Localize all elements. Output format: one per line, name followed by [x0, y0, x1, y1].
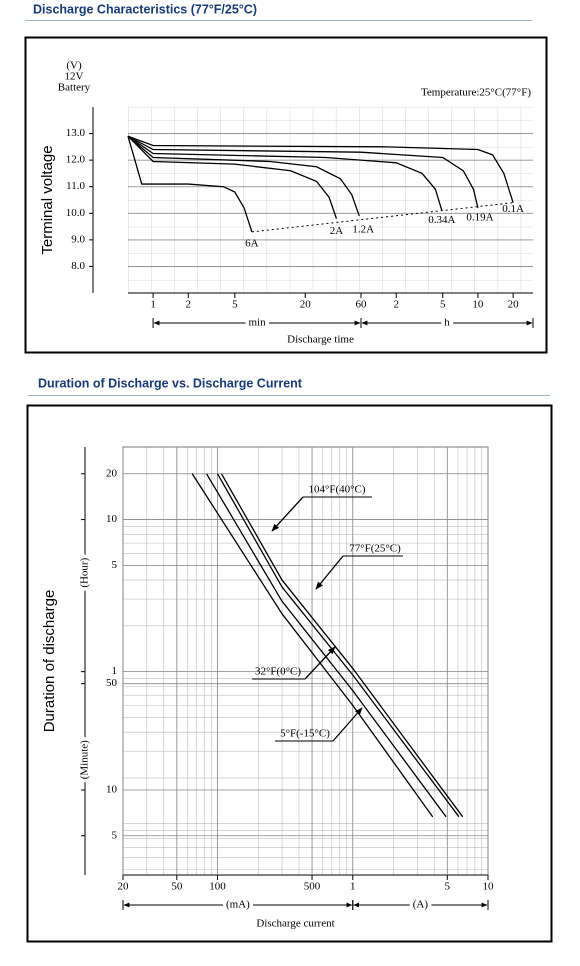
series-line	[127, 135, 360, 217]
y-unit: Battery	[58, 82, 91, 94]
unit-label: min	[248, 317, 266, 329]
x-tick-label: 2	[186, 299, 192, 311]
x-tick-label: 10	[483, 881, 495, 893]
section-title: Duration of Discharge vs. Discharge Curr…	[38, 376, 303, 390]
end-voltage-line	[251, 202, 514, 233]
y-tick-label: 20	[106, 467, 118, 479]
x-tick-label: 1	[150, 299, 156, 311]
unit-label: (A)	[413, 899, 429, 911]
label-bg	[409, 898, 432, 911]
unit-label: h	[444, 317, 450, 329]
label-bg	[79, 554, 91, 591]
series-label: 0.19A	[466, 212, 493, 224]
y-tick-label: 11.0	[66, 180, 85, 192]
series-label: 1.2A	[352, 223, 374, 235]
y-tick-label: 9.0	[71, 233, 85, 245]
x-tick-label: 50	[171, 881, 183, 893]
leader	[332, 707, 363, 742]
series-line	[216, 473, 460, 818]
chart-frame	[26, 404, 553, 943]
y-tick-label: 8.0	[71, 260, 85, 272]
unit-label: (mA)	[226, 899, 250, 911]
y-tick-label: 10	[106, 513, 118, 525]
y-tick-label: 10.0	[66, 207, 86, 219]
x-tick-label: 60	[356, 299, 368, 311]
series-line	[220, 473, 464, 818]
y-tick-label: 12.0	[66, 154, 86, 166]
x-tick-label: 500	[304, 881, 321, 893]
annotation: Temperature:25°C(77°F)	[421, 87, 531, 99]
y-tick-label: 13.0	[66, 127, 86, 139]
x-axis-title: Discharge current	[256, 918, 334, 930]
series-label: 77°F(25°C)	[349, 543, 401, 555]
leader	[315, 555, 344, 590]
label-bg	[79, 737, 91, 783]
series-line	[127, 135, 338, 219]
y-tick-label: 1	[112, 665, 118, 677]
series-label: 104°F(40°C)	[308, 484, 365, 496]
y-tick-label: 50	[106, 677, 118, 689]
x-axis-title: Discharge time	[287, 334, 354, 346]
y-axis-title: Terminal voltage	[39, 145, 56, 254]
x-tick-label: 2	[393, 299, 399, 311]
series-line	[191, 473, 434, 818]
series-label: 6A	[245, 237, 259, 249]
series-label: 2A	[330, 225, 344, 237]
x-tick-label: 100	[209, 881, 226, 893]
x-tick-label: 20	[118, 881, 130, 893]
y-unit: 12V	[65, 71, 84, 83]
y-axis-title: Duration of discharge	[41, 590, 58, 733]
y-tick-label: 10	[106, 784, 118, 796]
x-tick-label: 20	[300, 299, 312, 311]
series-label: 5°F(-15°C)	[280, 728, 330, 740]
series-label: 32°F(0°C)	[255, 666, 301, 678]
label-bg	[245, 316, 270, 329]
x-tick-label: 5	[232, 299, 238, 311]
leader	[271, 496, 304, 532]
x-tick-label: 1	[350, 881, 356, 893]
x-tick-label: 10	[472, 299, 484, 311]
y-tick-label: 5	[112, 559, 118, 571]
series-line	[127, 136, 253, 233]
series-line	[127, 135, 514, 203]
x-tick-label: 5	[440, 299, 446, 311]
label-bg	[441, 316, 454, 329]
y-tick-label: 5	[112, 829, 118, 841]
y-unit: (Minute)	[79, 740, 91, 779]
series-line	[127, 135, 479, 209]
section-title: Discharge Characteristics (77°F/25°C)	[33, 2, 257, 16]
y-unit: (V)	[66, 60, 82, 72]
series-label: 0.34A	[428, 214, 455, 226]
series-line	[127, 135, 443, 211]
series-label: 0.1A	[502, 203, 524, 215]
label-bg	[222, 898, 254, 911]
series-line	[206, 473, 447, 818]
y-unit: (Hour)	[79, 557, 91, 587]
x-tick-label: 5	[445, 881, 451, 893]
x-tick-label: 20	[508, 299, 520, 311]
